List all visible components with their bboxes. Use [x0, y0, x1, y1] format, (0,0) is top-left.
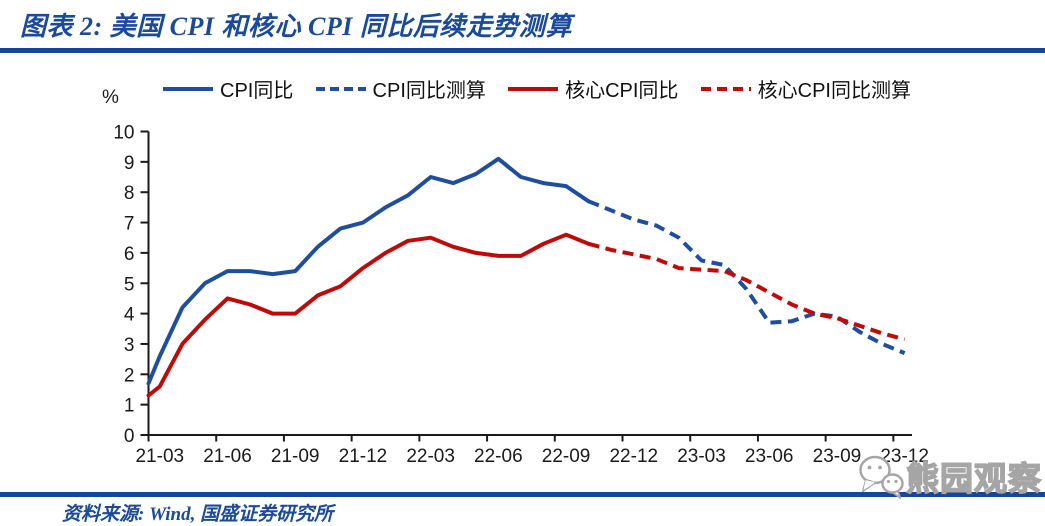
y-tick-label: 0	[124, 426, 135, 447]
x-tick-label: 21-09	[271, 446, 320, 467]
x-tick-label: 21-06	[203, 446, 252, 467]
legend-item-core-cpi-yoy-forecast: 核心CPI同比测算	[700, 74, 911, 103]
core-cpi-yoy-line	[146, 232, 591, 398]
y-axis-unit-label: %	[102, 87, 119, 108]
y-axis-ticks: 0 1 2 3 4 5 6 7 8 9 10	[113, 123, 149, 447]
x-tick-label: 21-03	[135, 446, 184, 467]
legend-label: 核心CPI同比测算	[757, 80, 911, 102]
title-divider	[0, 48, 1045, 53]
wechat-icon	[859, 455, 904, 499]
legend-item-cpi-yoy-forecast: CPI同比测算	[315, 74, 486, 103]
x-tick-label: 23-06	[745, 446, 794, 467]
watermark-text: 熊园观察	[905, 459, 1042, 497]
x-axis-ticks: 21-03 21-06 21-09 21-12 22-03 22-06 22-09 22-12…	[135, 435, 929, 467]
y-tick-label: 8	[124, 183, 135, 204]
legend-line-sample-blue-dashed	[315, 86, 366, 91]
footer-divider	[0, 492, 1045, 497]
legend-item-cpi-yoy: CPI同比	[163, 74, 293, 103]
legend-label: 核心CPI同比	[565, 80, 679, 102]
y-tick-label: 4	[124, 305, 135, 326]
x-tick-label: 21-12	[339, 446, 388, 467]
y-tick-label: 7	[124, 214, 135, 235]
source-note: 资料来源: Wind, 国盛证券研究所	[62, 504, 334, 525]
legend-line-sample-red-solid	[508, 86, 559, 91]
y-tick-label: 10	[113, 123, 134, 144]
y-tick-label: 1	[124, 396, 135, 417]
x-tick-label: 23-09	[813, 446, 862, 467]
y-tick-label: 5	[124, 274, 135, 295]
chart-legend: CPI同比 CPI同比测算 核心CPI同比 核心CPI同比测算	[163, 74, 911, 103]
y-tick-label: 3	[124, 335, 135, 356]
x-tick-label: 23-12	[880, 446, 929, 467]
cpi-yoy-forecast-line	[587, 199, 906, 355]
x-tick-label: 22-09	[542, 446, 591, 467]
legend-line-sample-red-dashed	[700, 86, 751, 91]
legend-label: CPI同比测算	[372, 80, 486, 102]
x-tick-label: 22-06	[474, 446, 523, 467]
watermark: 熊园观察	[856, 452, 1042, 500]
legend-label: CPI同比	[220, 80, 294, 102]
axes	[147, 131, 912, 436]
x-tick-label: 22-03	[406, 446, 455, 467]
chart-title: 图表 2: 美国 CPI 和核心 CPI 同比后续走势测算	[20, 12, 572, 41]
x-tick-label: 22-12	[609, 446, 658, 467]
legend-item-core-cpi-yoy: 核心CPI同比	[508, 74, 678, 103]
core-cpi-yoy-forecast-line	[588, 241, 906, 342]
x-tick-label: 23-03	[677, 446, 726, 467]
y-tick-label: 2	[124, 365, 135, 386]
cpi-yoy-line	[146, 156, 591, 386]
y-tick-label: 9	[124, 153, 135, 174]
legend-line-sample-blue-solid	[163, 86, 213, 91]
y-tick-label: 6	[124, 244, 135, 265]
